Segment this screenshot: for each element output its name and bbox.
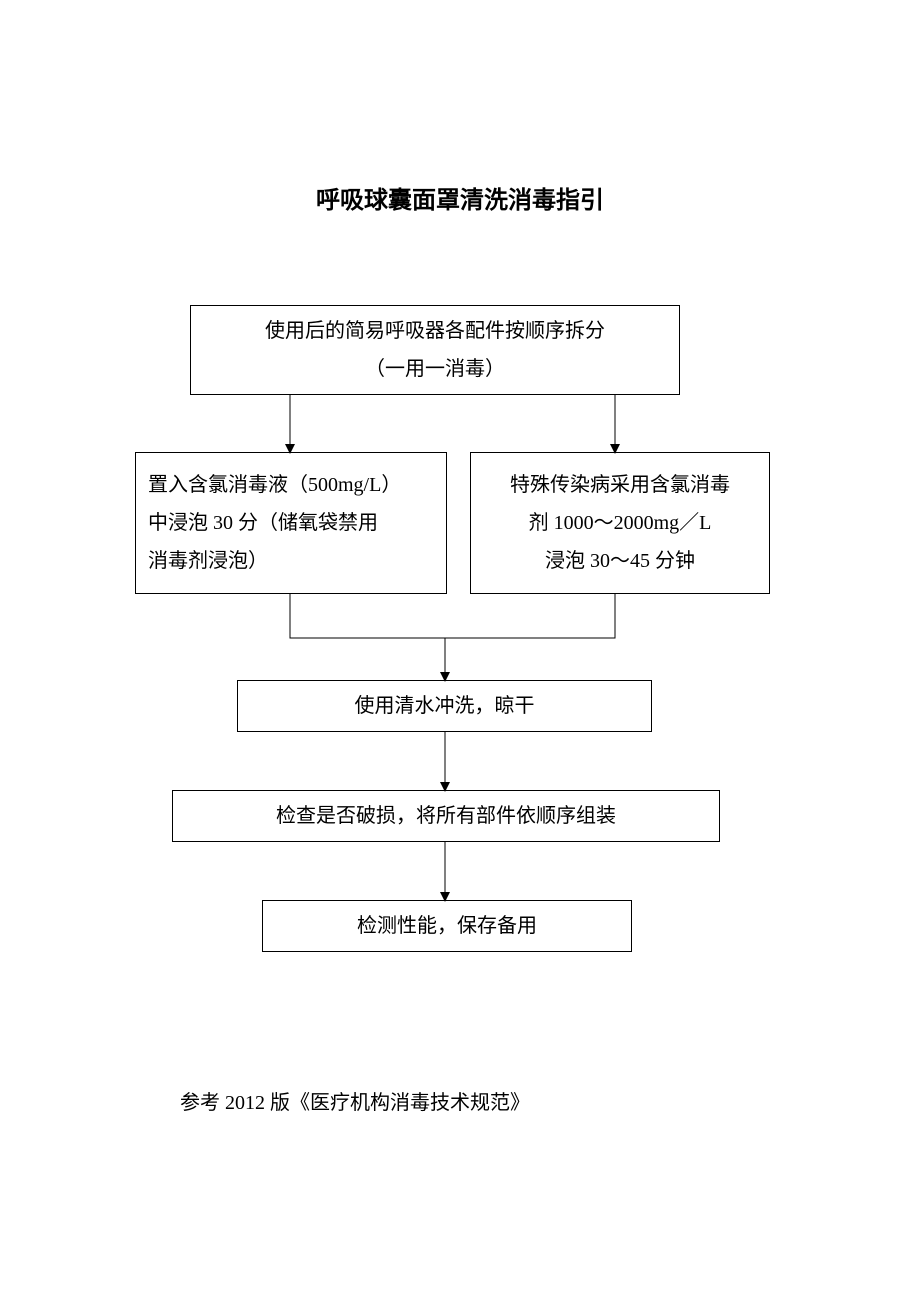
node-text-line: 特殊传染病采用含氯消毒 — [510, 466, 730, 504]
flow-node-test: 检测性能，保存备用 — [262, 900, 632, 952]
page-title: 呼吸球囊面罩清洗消毒指引 — [0, 180, 920, 215]
flow-node-disassemble: 使用后的简易呼吸器各配件按顺序拆分 （一用一消毒） — [190, 305, 680, 395]
node-text-line: 浸泡 30～45 分钟 — [545, 542, 695, 580]
node-text-line: 检查是否破损，将所有部件依顺序组装 — [276, 797, 616, 835]
node-text-line: 剂 1000～2000mg／L — [529, 504, 712, 542]
flow-node-inspect: 检查是否破损，将所有部件依顺序组装 — [172, 790, 720, 842]
node-text-line: （一用一消毒） — [365, 350, 505, 388]
node-text-line: 使用清水冲洗，晾干 — [355, 687, 535, 725]
node-text-line: 消毒剂浸泡） — [148, 542, 268, 580]
reference-footer: 参考 2012 版《医疗机构消毒技术规范》 — [180, 1086, 530, 1115]
node-text-line: 中浸泡 30 分（储氧袋禁用 — [148, 504, 378, 542]
flow-node-soak-normal: 置入含氯消毒液（500mg/L） 中浸泡 30 分（储氧袋禁用 消毒剂浸泡） — [135, 452, 447, 594]
node-text-line: 检测性能，保存备用 — [357, 907, 537, 945]
node-text-line: 使用后的简易呼吸器各配件按顺序拆分 — [265, 312, 605, 350]
flow-node-soak-special: 特殊传染病采用含氯消毒 剂 1000～2000mg／L 浸泡 30～45 分钟 — [470, 452, 770, 594]
flow-node-rinse: 使用清水冲洗，晾干 — [237, 680, 652, 732]
node-text-line: 置入含氯消毒液（500mg/L） — [148, 466, 401, 504]
